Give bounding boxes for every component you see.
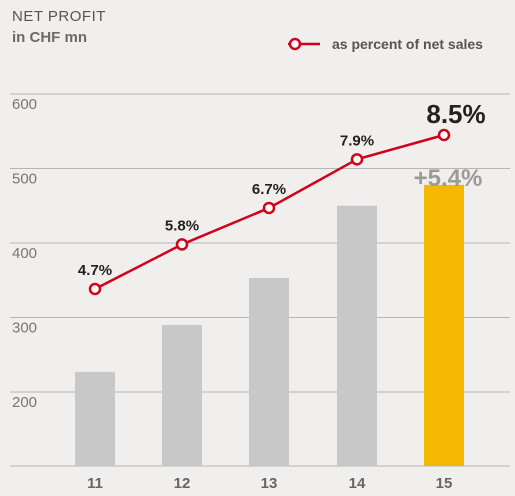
line-point [175,238,189,251]
line-data-label: 7.9% [340,132,374,149]
x-tick-label: 15 [436,475,453,492]
bar [424,184,464,466]
y-tick-label: 400 [12,245,37,262]
bar [75,371,115,466]
bar [337,205,377,466]
chart-title: NET PROFIT [12,8,106,25]
line-data-label: 8.5% [426,99,485,129]
line-data-label: 4.7% [78,262,112,279]
chart-subtitle: in CHF mn [12,29,87,46]
y-tick-label: 300 [12,320,37,337]
legend-label: as percent of net sales [332,36,483,52]
bar [162,324,202,466]
line-point [437,128,451,142]
line-point [88,282,102,296]
x-tick-label: 14 [349,475,366,492]
growth-annotation: +5.4% [414,165,483,192]
legend: as percent of net sales [286,36,483,52]
y-tick-label: 200 [12,394,37,411]
legend-line-marker-icon [288,37,320,51]
line-data-label: 6.7% [252,181,286,198]
x-tick-label: 11 [87,475,103,492]
line-point [350,153,364,166]
x-tick-label: 13 [261,475,278,492]
chart-title-block: NET PROFIT in CHF mn [12,8,106,46]
y-tick-label: 500 [12,171,37,188]
y-tick-label: 600 [12,96,37,113]
line-point [262,201,276,215]
line-data-label: 5.8% [165,217,199,234]
bar [249,278,289,466]
x-tick-label: 12 [174,475,191,492]
